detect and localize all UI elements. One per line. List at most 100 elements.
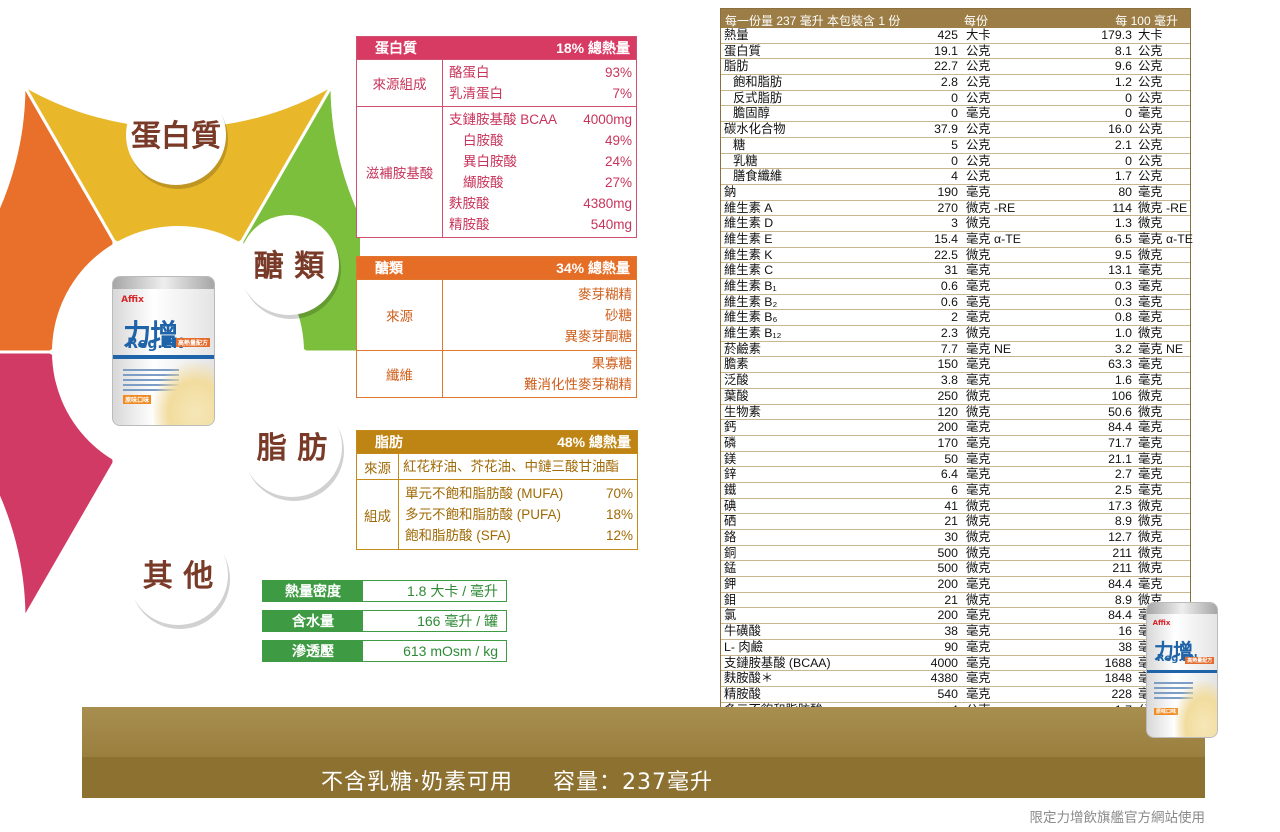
per-100ml-unit: 微克: [1138, 404, 1163, 419]
nutrient-name: 硒: [724, 514, 737, 529]
protein-source-value: 93%: [604, 65, 632, 80]
per-serving-unit: 微克: [966, 388, 991, 403]
nutrition-row: 鋅 6.4 毫克 2.7 毫克: [721, 467, 1190, 483]
nutrient-name: 維生素 C: [724, 263, 774, 278]
per-serving-value: 0: [951, 90, 958, 105]
per-serving-unit: 公克: [966, 137, 991, 152]
nutrition-row: 錳 500 微克 211 微克: [721, 561, 1190, 578]
per-100ml-value: 84.4: [1108, 420, 1132, 435]
wheel-bubble-carbs: [239, 215, 339, 315]
nutrition-row: 精胺酸540毫克228毫克: [721, 687, 1190, 703]
per-serving-value: 5: [951, 137, 958, 152]
can-brand-logo: Affix: [121, 294, 144, 305]
per-100ml-value: 80: [1118, 184, 1132, 199]
can-flavor-small: 原味口味: [1154, 707, 1179, 715]
protein-amino-value: 4000mg: [583, 112, 632, 127]
per-100ml-value: 211: [1112, 545, 1132, 560]
nutrient-name: 熱量: [724, 28, 749, 42]
per-100ml-value: 0: [1125, 90, 1132, 105]
product-can-image: Affix 力增 Reg.EN 高熱量配方 原味口味: [112, 276, 215, 426]
carb-fiber-row: 果寡糖: [449, 353, 633, 374]
per-serving-value: 2.3: [940, 326, 958, 341]
per-serving-unit: 毫克: [966, 279, 991, 293]
fat-source-value: 紅花籽油、芥花油、中鏈三酸甘油酯: [403, 459, 619, 474]
per-100ml-value: 21.1: [1108, 451, 1132, 466]
nutrient-name: 葉酸: [724, 388, 749, 403]
stat-row: 含水量 166 毫升 / 罐: [262, 610, 507, 632]
protein-amino-row: 異白胺酸 24%: [449, 151, 632, 172]
nutrient-name: 鋅: [724, 467, 737, 482]
carb-source-name: 麥芽糊精: [578, 287, 632, 302]
protein-amino-value: 27%: [604, 175, 632, 190]
per-100ml-value: 0: [1125, 106, 1132, 121]
per-serving-value: 0: [951, 106, 958, 121]
carb-source-name: 異麥芽酮糖: [564, 329, 633, 344]
nutrition-row: 膳食纖維 4 公克 1.7 公克: [721, 169, 1190, 185]
per-100ml-unit: 毫克: [1138, 420, 1163, 435]
per-100ml-unit: 公克: [1138, 90, 1163, 105]
per-serving-value: 270: [937, 200, 958, 215]
per-serving-unit: 公克: [966, 90, 991, 105]
nutrition-row: 支鏈胺基酸 (BCAA)4000毫克1688毫克: [721, 656, 1190, 672]
can-tag-small: 高熱量配方: [1185, 656, 1215, 664]
per-100ml-unit: 微克 -RE: [1138, 200, 1188, 215]
nutrient-name: 維生素 B₁: [724, 279, 777, 293]
per-serving-unit: 公克: [966, 43, 991, 58]
per-100ml-unit: 毫克: [1138, 106, 1163, 121]
protein-amino-value: 540mg: [590, 217, 632, 232]
per-serving-value: 4: [951, 169, 958, 184]
per-serving-value: 41: [944, 498, 958, 513]
nutrition-row: 硒 21 微克 8.9 微克: [721, 514, 1190, 530]
per-100ml-unit: 毫克: [1138, 184, 1163, 199]
per-serving-value: 0.6: [940, 279, 958, 293]
per-100ml-value: 3.2: [1114, 341, 1132, 356]
per-100ml-value: 2.1: [1114, 137, 1132, 152]
protein-amino-value: 24%: [604, 154, 632, 169]
fat-comp-value: 18%: [605, 507, 633, 522]
nutrient-name: 飽和脂肪: [733, 75, 783, 90]
per-serving-unit: 毫克: [966, 624, 991, 639]
per-100ml-value: 2.5: [1114, 482, 1132, 497]
carb-title: 醣類: [375, 260, 403, 276]
per-100ml-value: 1.0: [1114, 326, 1132, 341]
per-serving-value: 200: [937, 608, 958, 623]
per-100ml-unit: 毫克: [1138, 451, 1163, 466]
per-serving-unit: 微克: [966, 545, 991, 560]
nutrition-row: 鈉 190 毫克 80 毫克: [721, 185, 1190, 201]
per-100ml-unit: 微克: [1138, 326, 1163, 341]
nutrient-name: 維生素 E: [724, 231, 773, 246]
per-serving-value: 6: [951, 482, 958, 497]
nutrient-name: 乳糖: [733, 153, 758, 168]
nutrition-row: 膽固醇 0 毫克 0 毫克: [721, 106, 1190, 123]
per-serving-unit: 公克: [966, 75, 991, 90]
per-serving-unit: 毫克: [966, 451, 991, 466]
nutrition-row: 維生素 B₂ 0.6 毫克 0.3 毫克: [721, 295, 1190, 311]
can-tag: 高熱量配方: [175, 337, 210, 347]
per-serving-value: 250: [937, 388, 958, 403]
per-100ml-value: 16: [1118, 624, 1132, 639]
nutrient-name: 泛酸: [724, 373, 749, 388]
per-100ml-unit: 微克: [1138, 561, 1163, 576]
per-100ml-unit: 公克: [1138, 122, 1163, 137]
nutrient-name: 碘: [724, 498, 737, 513]
per-100ml-unit: 公克: [1138, 59, 1163, 74]
nutrient-name: 鐵: [724, 482, 737, 497]
per-100ml-unit: 微克: [1138, 514, 1163, 529]
footer-lactose-free: 不含乳糖‧奶素可用: [321, 770, 513, 795]
per-serving-unit: 毫克: [966, 184, 991, 199]
stat-row: 滲透壓 613 mOsm / kg: [262, 640, 507, 662]
per-serving-value: 2: [951, 310, 958, 325]
stat-label: 含水量: [263, 611, 363, 631]
nutrient-name: 碳水化合物: [724, 122, 786, 137]
nutrition-row: 生物素 120 微克 50.6 微克: [721, 405, 1190, 421]
per-serving-unit: 微克: [966, 247, 991, 262]
nutrition-header: 每一份量 237 毫升 本包裝含 1 份 每份 每 100 毫升: [721, 9, 1190, 28]
per-serving-value: 30: [944, 530, 958, 544]
stat-label: 滲透壓: [263, 641, 363, 661]
per-serving-unit: 毫克: [966, 420, 991, 435]
nutrition-row: 飽和脂肪 2.8 公克 1.2 公克: [721, 75, 1190, 91]
wheel-label-carbs: 醣 類: [254, 249, 325, 284]
fat-table: 脂肪 48% 總熱量 來源 紅花籽油、芥花油、中鏈三酸甘油酯 組成 單元不飽和脂…: [356, 430, 638, 550]
carb-fiber-name: 難消化性麥芽糊精: [524, 377, 632, 392]
nutrient-name: 麩胺酸＊: [724, 671, 774, 686]
